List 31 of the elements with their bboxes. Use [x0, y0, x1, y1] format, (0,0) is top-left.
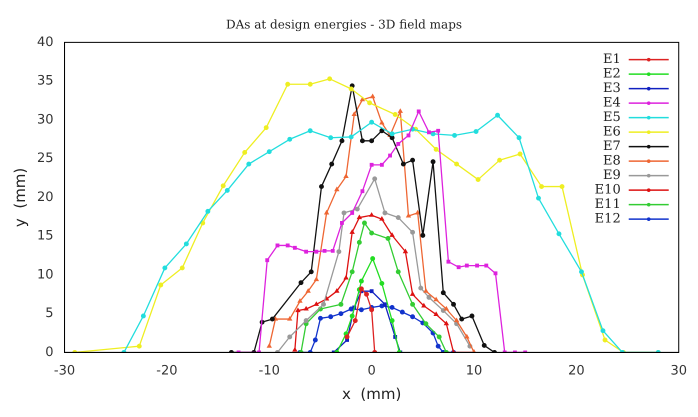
x-tick-label: 0: [367, 364, 376, 379]
legend-label: E2: [602, 66, 621, 82]
y-tick-label: 0: [45, 344, 54, 360]
y-tick-label: 25: [36, 151, 54, 166]
x-tick-label: -10: [258, 364, 280, 379]
legend-label: E6: [602, 124, 621, 140]
y-tick-label: 5: [45, 306, 54, 322]
x-tick-label: -30: [54, 364, 76, 379]
legend-label: E8: [602, 154, 621, 169]
legend-label: E3: [602, 81, 621, 96]
legend-label: E1: [602, 52, 621, 68]
y-axis-title: y (mm): [10, 168, 29, 228]
x-tick-label: 10: [466, 364, 482, 379]
legend-label: E7: [602, 139, 621, 154]
y-tick-label: 20: [36, 190, 54, 205]
legend-label: E5: [602, 110, 621, 126]
x-tick-label: 20: [568, 364, 585, 379]
legend-label: E10: [594, 182, 621, 198]
chart-title: DAs at design energies - 3D field maps: [226, 17, 462, 32]
y-tick-label: 40: [36, 34, 54, 50]
legend-label: E11: [594, 197, 621, 212]
x-tick-label: 30: [670, 364, 687, 379]
x-tick-label: -20: [156, 364, 178, 379]
y-tick-label: 30: [36, 112, 54, 128]
legend-label: E4: [602, 96, 621, 111]
y-tick-label: 35: [36, 74, 54, 89]
y-tick-label: 15: [36, 228, 54, 244]
y-tick-label: 10: [36, 267, 54, 282]
x-axis-title: x (mm): [342, 384, 402, 403]
legend-label: E12: [594, 212, 621, 227]
legend-label: E9: [602, 168, 621, 184]
